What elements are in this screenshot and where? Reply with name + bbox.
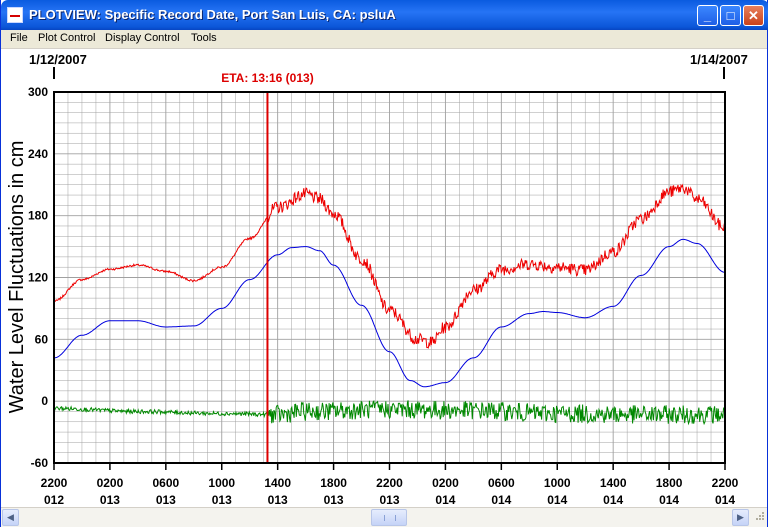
series-line-1 [53,238,725,388]
x-tick-day-label: 014 [435,493,455,507]
x-tick-day-label: 014 [715,493,735,507]
x-tick-day-label: 013 [324,493,344,507]
x-tick-day-label: 012 [44,493,64,507]
x-tick-day-label: 013 [268,493,288,507]
x-tick-time-label: 1000 [544,476,571,490]
eta-label: ETA: 13:16 (013) [221,71,313,85]
plot-series [53,183,726,426]
title-bar[interactable]: PLOTVIEW: Specific Record Date, Port San… [1,0,768,30]
scroll-right-arrow-icon[interactable]: ▶ [732,509,749,526]
scroll-left-arrow-icon[interactable]: ◀ [2,509,19,526]
horizontal-scrollbar[interactable]: ◀ ▶ [1,507,767,527]
y-tick-label: 180 [28,209,48,223]
tide-plot: 1/12/2007 1/14/2007 ETA: 13:16 (013) 300… [6,52,748,507]
menu-display-control[interactable]: Display Control [105,32,180,44]
x-tick-time-label: 0200 [97,476,124,490]
x-tick-day-label: 014 [491,493,511,507]
maximize-button[interactable]: □ [720,5,741,26]
x-tick-time-label: 1400 [600,476,627,490]
menu-plot-control[interactable]: Plot Control [38,32,96,44]
end-date-label: 1/14/2007 [690,52,748,67]
window-title: PLOTVIEW: Specific Record Date, Port San… [29,7,396,22]
x-tick-day-label: 014 [603,493,623,507]
x-tick-day-label: 014 [547,493,567,507]
series-line-2 [53,400,725,426]
x-tick-day-label: 013 [379,493,399,507]
x-tick-day-label: 013 [100,493,120,507]
y-tick-label: 120 [28,271,48,285]
y-tick-label: 240 [28,147,48,161]
x-tick-time-label: 2200 [41,476,68,490]
y-tick-label: -60 [31,456,49,470]
x-tick-time-label: 2200 [376,476,403,490]
x-tick-day-label: 014 [659,493,679,507]
x-tick-day-label: 013 [156,493,176,507]
x-tick-time-label: 0200 [432,476,459,490]
start-date-label: 1/12/2007 [29,52,87,67]
close-button[interactable]: ✕ [743,5,764,26]
x-tick-time-label: 0600 [152,476,179,490]
x-tick-day-label: 013 [212,493,232,507]
plot-area[interactable]: 1/12/2007 1/14/2007 ETA: 13:16 (013) 300… [1,49,767,507]
x-tick-time-label: 1000 [208,476,235,490]
menu-tools[interactable]: Tools [191,32,217,44]
x-tick-time-label: 1800 [656,476,683,490]
x-tick-time-label: 1400 [264,476,291,490]
y-tick-label: 300 [28,85,48,99]
minimize-button[interactable]: _ [697,5,718,26]
x-tick-time-label: 0600 [488,476,515,490]
menu-file[interactable]: File [10,32,28,44]
x-tick-time-label: 1800 [320,476,347,490]
series-line-0 [53,183,726,349]
x-axis-ticks: 2200 012 0200 013 0600 013 1000 013 1400 013 1800 0… [41,463,739,507]
x-tick-time-label: 2200 [712,476,739,490]
app-icon [7,7,23,23]
menu-bar: File Plot Control Display Control Tools [1,30,767,49]
y-tick-label: 60 [35,332,49,346]
scroll-thumb[interactable] [371,509,407,526]
resize-grip-icon[interactable] [753,511,765,523]
plot-grid [53,91,726,464]
y-axis-label: Water Level Fluctuations in cm [6,141,28,414]
y-axis-ticks: 300 240 180 120 60 0 -60 [28,85,48,470]
y-tick-label: 0 [41,394,48,408]
